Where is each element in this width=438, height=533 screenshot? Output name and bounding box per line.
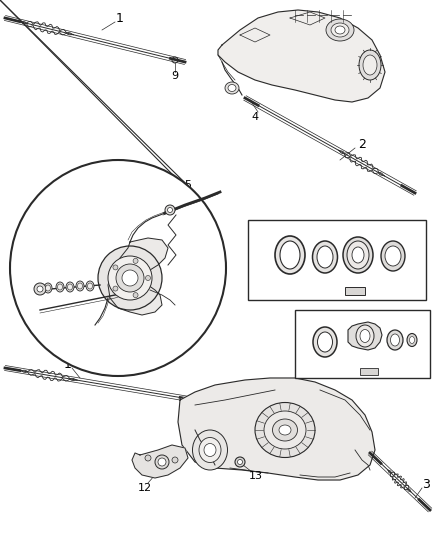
Ellipse shape [78, 283, 82, 289]
Ellipse shape [280, 241, 300, 269]
Circle shape [113, 286, 118, 291]
Ellipse shape [385, 246, 401, 266]
Ellipse shape [335, 26, 345, 34]
Text: 10: 10 [61, 298, 75, 308]
Ellipse shape [44, 283, 52, 293]
Ellipse shape [56, 282, 64, 292]
Ellipse shape [66, 282, 74, 292]
Circle shape [133, 293, 138, 297]
Ellipse shape [318, 332, 332, 352]
Circle shape [167, 207, 173, 213]
Polygon shape [108, 238, 168, 315]
Ellipse shape [410, 336, 414, 343]
Ellipse shape [275, 236, 305, 274]
Circle shape [237, 459, 243, 464]
Text: 13: 13 [249, 471, 263, 481]
Ellipse shape [264, 411, 306, 449]
Bar [360, 368, 378, 375]
Text: 9: 9 [44, 264, 52, 274]
Ellipse shape [272, 419, 297, 441]
Text: 9: 9 [171, 71, 179, 81]
Polygon shape [218, 10, 385, 102]
Text: 8: 8 [88, 298, 95, 308]
Circle shape [158, 458, 166, 466]
Text: 1: 1 [116, 12, 124, 26]
Circle shape [10, 160, 226, 376]
Ellipse shape [67, 284, 73, 290]
Ellipse shape [279, 425, 291, 435]
Ellipse shape [347, 241, 369, 269]
Circle shape [116, 264, 144, 292]
Circle shape [37, 286, 43, 292]
Text: 4: 4 [251, 112, 258, 122]
Text: 6: 6 [305, 365, 312, 375]
Polygon shape [178, 378, 375, 480]
Circle shape [133, 259, 138, 263]
Ellipse shape [57, 284, 63, 290]
Text: 2: 2 [358, 138, 366, 150]
Ellipse shape [86, 281, 94, 291]
Ellipse shape [88, 283, 92, 289]
Ellipse shape [360, 329, 370, 343]
Ellipse shape [204, 443, 216, 456]
Ellipse shape [313, 327, 337, 357]
Ellipse shape [225, 82, 239, 94]
Ellipse shape [356, 325, 374, 347]
Circle shape [145, 455, 151, 461]
Circle shape [235, 457, 245, 467]
Ellipse shape [312, 241, 338, 273]
Circle shape [155, 455, 169, 469]
Ellipse shape [387, 330, 403, 350]
Ellipse shape [46, 285, 50, 291]
Ellipse shape [407, 334, 417, 346]
Ellipse shape [228, 85, 236, 92]
Text: 7: 7 [258, 285, 265, 295]
Bar [248, 220, 426, 300]
Text: 1: 1 [64, 358, 72, 370]
Circle shape [122, 270, 138, 286]
Circle shape [34, 283, 46, 295]
Ellipse shape [317, 246, 333, 268]
Ellipse shape [326, 19, 354, 41]
Ellipse shape [331, 23, 349, 37]
Ellipse shape [255, 402, 315, 457]
Ellipse shape [199, 438, 221, 463]
Ellipse shape [192, 430, 227, 470]
Ellipse shape [381, 241, 405, 271]
Polygon shape [348, 322, 382, 350]
Polygon shape [132, 445, 188, 478]
Text: 5: 5 [184, 180, 191, 190]
Text: 11: 11 [11, 273, 25, 283]
Circle shape [172, 457, 178, 463]
Bar [295, 310, 430, 378]
Bar [345, 287, 365, 295]
Ellipse shape [359, 50, 381, 80]
Circle shape [98, 246, 162, 310]
Circle shape [145, 276, 151, 280]
Circle shape [108, 256, 152, 300]
Circle shape [165, 205, 175, 215]
Ellipse shape [363, 55, 377, 75]
Ellipse shape [343, 237, 373, 273]
Text: 3: 3 [422, 478, 430, 490]
Text: 12: 12 [138, 483, 152, 493]
Ellipse shape [76, 281, 84, 291]
Ellipse shape [391, 334, 399, 346]
Ellipse shape [352, 247, 364, 263]
Circle shape [113, 265, 118, 270]
